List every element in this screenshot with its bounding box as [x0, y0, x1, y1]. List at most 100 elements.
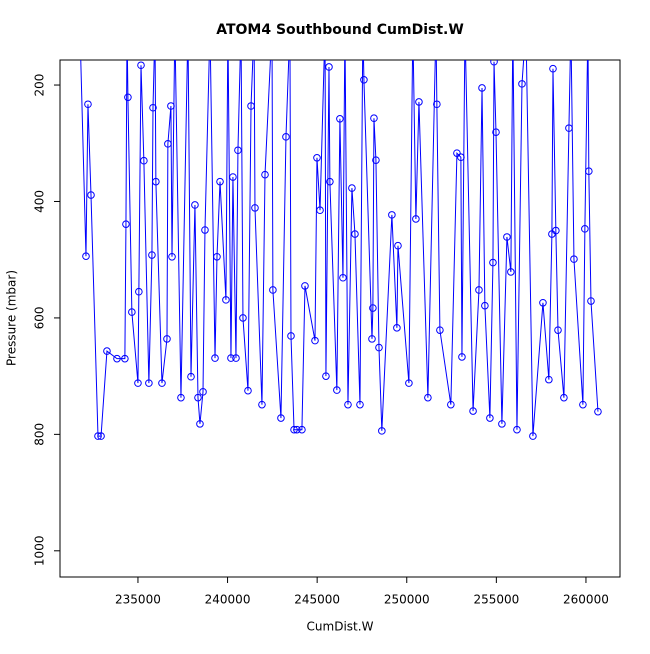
data-point: [316, 206, 324, 215]
data-point: [258, 400, 266, 409]
data-point: [333, 386, 341, 394]
data-point: [277, 414, 285, 422]
data-point: [344, 400, 352, 409]
x-tick-label: 235000: [115, 593, 161, 607]
data-point: [581, 225, 589, 233]
y-tick-label: 600: [33, 306, 47, 329]
data-point: [370, 114, 378, 123]
x-tick-label: 255000: [473, 593, 519, 607]
data-point: [282, 133, 290, 141]
data-point: [152, 177, 160, 186]
data-point: [145, 379, 153, 387]
data-point: [412, 215, 420, 223]
y-tick-label: 400: [33, 190, 47, 213]
data-point: [489, 258, 497, 267]
data-point: [360, 75, 368, 84]
data-point: [134, 379, 142, 387]
data-point: [158, 379, 166, 387]
data-point: [216, 177, 224, 186]
data-point: [311, 336, 319, 345]
data-point: [191, 201, 199, 209]
data-point: [351, 230, 359, 238]
data-point: [510, 24, 517, 31]
data-point: [163, 335, 171, 343]
data-point: [201, 226, 209, 234]
x-tick-label: 250000: [384, 593, 430, 607]
data-point: [388, 211, 396, 219]
data-point: [124, 93, 132, 102]
plot-area: [77, 24, 602, 440]
data-point: [213, 252, 221, 261]
data-point: [207, 24, 214, 31]
data-point: [415, 98, 423, 106]
data-point: [269, 286, 277, 294]
y-axis-label: Pressure (mbar): [5, 270, 19, 366]
data-point: [570, 255, 578, 263]
data-point: [369, 304, 377, 312]
data-point: [293, 425, 301, 434]
x-tick-label: 260000: [563, 593, 609, 607]
data-point: [196, 420, 204, 428]
data-point: [287, 332, 295, 340]
data-point: [529, 432, 537, 440]
data-point: [244, 386, 252, 395]
data-point: [378, 427, 386, 435]
data-point: [545, 375, 553, 384]
y-tick-label: 1000: [33, 536, 47, 567]
data-point: [135, 287, 143, 296]
data-point: [579, 400, 587, 409]
data-point: [122, 220, 130, 228]
data-point: [549, 64, 557, 73]
data-point: [478, 84, 486, 92]
data-point: [97, 432, 105, 440]
data-point: [313, 154, 321, 162]
data-point: [507, 268, 515, 276]
y-tick-label: 800: [33, 423, 47, 446]
data-point: [339, 273, 347, 282]
data-point: [458, 353, 466, 361]
data-point: [503, 233, 511, 241]
data-point: [348, 184, 356, 192]
data-point: [211, 354, 219, 362]
data-point: [523, 24, 530, 31]
data-point: [140, 156, 148, 165]
data-point: [498, 420, 506, 428]
data-point: [167, 102, 175, 110]
data-point: [490, 60, 498, 66]
data-point: [447, 400, 455, 409]
data-point: [405, 379, 413, 387]
data-point: [594, 407, 602, 416]
data-point: [124, 24, 131, 31]
data-point: [94, 432, 102, 440]
x-axis-label: CumDist.W: [307, 620, 374, 634]
data-point: [356, 400, 364, 409]
data-point: [492, 128, 500, 136]
data-point: [77, 24, 84, 31]
data-point: [261, 170, 269, 179]
data-point: [393, 324, 401, 332]
x-tick-label: 245000: [294, 593, 340, 607]
data-point: [568, 24, 575, 31]
data-point: [394, 241, 402, 250]
data-point: [372, 156, 380, 164]
plot-frame: [59, 59, 621, 578]
data-point: [298, 425, 306, 434]
data-point: [368, 335, 376, 343]
data-point: [469, 407, 477, 415]
data-point: [518, 80, 526, 88]
data-line: [80, 60, 599, 437]
data-point: [149, 103, 157, 112]
data-point: [336, 115, 344, 123]
data-point: [475, 286, 483, 294]
data-point: [513, 425, 521, 434]
data-point: [565, 124, 573, 132]
data-point: [82, 252, 90, 261]
data-point: [84, 100, 92, 109]
data-point: [199, 388, 207, 396]
data-point: [301, 282, 309, 290]
data-point: [486, 414, 494, 422]
x-tick-label: 240000: [205, 593, 251, 607]
data-point: [290, 425, 298, 434]
data-point: [325, 63, 333, 71]
data-point: [152, 24, 159, 31]
